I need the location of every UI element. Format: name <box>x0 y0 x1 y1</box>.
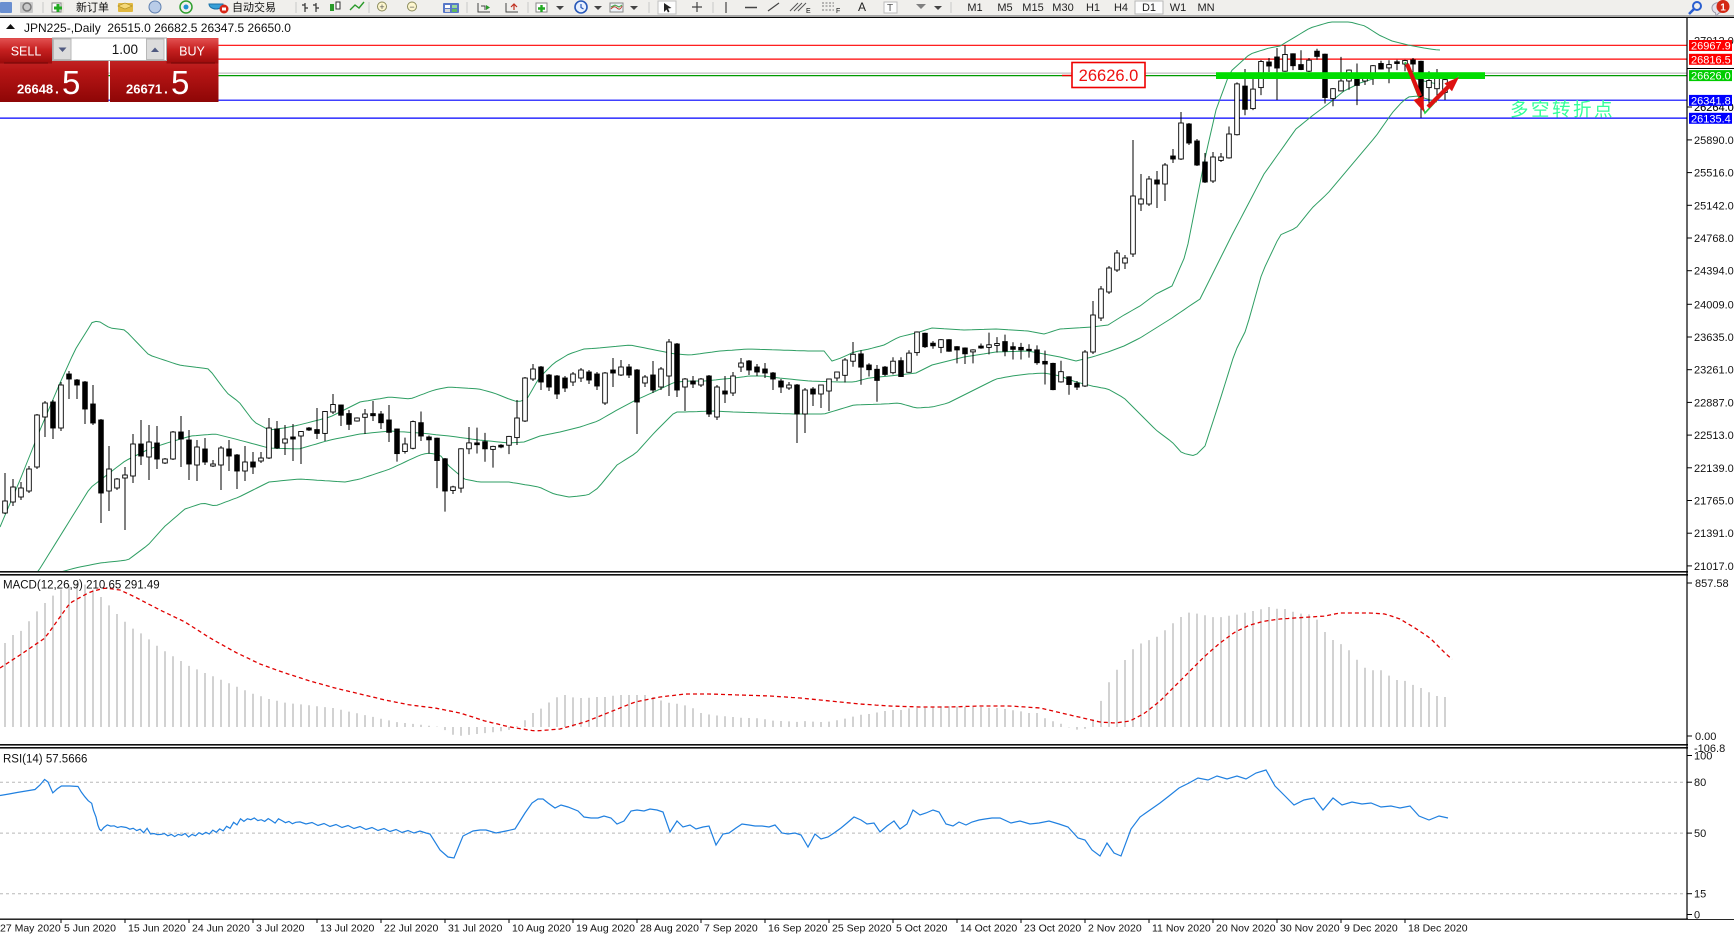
svg-text:22887.0: 22887.0 <box>1694 397 1734 409</box>
svg-text:BUY: BUY <box>179 45 205 59</box>
svg-text:26626.0: 26626.0 <box>1691 71 1731 83</box>
svg-text:28 Aug 2020: 28 Aug 2020 <box>640 923 699 935</box>
svg-text:E: E <box>806 8 811 15</box>
svg-text:23635.0: 23635.0 <box>1694 332 1734 344</box>
svg-text:5 Oct 2020: 5 Oct 2020 <box>896 923 948 935</box>
svg-text:50: 50 <box>1694 828 1706 840</box>
svg-text:857.58: 857.58 <box>1695 578 1729 590</box>
svg-text:9 Dec 2020: 9 Dec 2020 <box>1344 923 1398 935</box>
svg-text:2 Nov 2020: 2 Nov 2020 <box>1088 923 1142 935</box>
svg-text:25516.0: 25516.0 <box>1694 168 1734 180</box>
svg-text:.: . <box>164 81 168 97</box>
svg-text:21017.0: 21017.0 <box>1694 561 1734 573</box>
svg-text:24768.0: 24768.0 <box>1694 233 1734 245</box>
svg-text:14 Oct 2020: 14 Oct 2020 <box>960 923 1017 935</box>
svg-text:0: 0 <box>1694 910 1700 922</box>
svg-text:26341.8: 26341.8 <box>1691 96 1731 108</box>
svg-text:26671: 26671 <box>126 82 162 97</box>
svg-text:T: T <box>887 3 893 14</box>
svg-text:D1: D1 <box>1142 2 1156 14</box>
svg-text:自动交易: 自动交易 <box>232 0 276 14</box>
svg-text:16 Sep 2020: 16 Sep 2020 <box>768 923 828 935</box>
svg-text:25890.0: 25890.0 <box>1694 135 1734 147</box>
svg-text:21391.0: 21391.0 <box>1694 528 1734 540</box>
svg-text:26626.0: 26626.0 <box>1079 67 1139 85</box>
svg-text:H4: H4 <box>1114 2 1128 14</box>
svg-text:22513.0: 22513.0 <box>1694 430 1734 442</box>
svg-text:H1: H1 <box>1086 2 1100 14</box>
svg-text:18 Dec 2020: 18 Dec 2020 <box>1408 923 1468 935</box>
svg-text:24 Jun 2020: 24 Jun 2020 <box>192 923 250 935</box>
svg-text:30 Nov 2020: 30 Nov 2020 <box>1280 923 1340 935</box>
svg-text:26816.5: 26816.5 <box>1691 54 1731 66</box>
svg-text:13 Jul 2020: 13 Jul 2020 <box>320 923 374 935</box>
svg-text:RSI(14) 57.5666: RSI(14) 57.5666 <box>3 754 87 766</box>
svg-text:22 Jul 2020: 22 Jul 2020 <box>384 923 438 935</box>
svg-text:SELL: SELL <box>11 45 42 59</box>
svg-text:20 Nov 2020: 20 Nov 2020 <box>1216 923 1276 935</box>
svg-text:5: 5 <box>171 64 189 101</box>
svg-text:W1: W1 <box>1170 2 1187 14</box>
svg-text:23 Oct 2020: 23 Oct 2020 <box>1024 923 1081 935</box>
svg-text:新订单: 新订单 <box>76 0 109 14</box>
svg-text:多空转折点: 多空转折点 <box>1510 99 1615 120</box>
svg-text:25 Sep 2020: 25 Sep 2020 <box>832 923 892 935</box>
svg-text:25142.0: 25142.0 <box>1694 200 1734 212</box>
svg-text:22139.0: 22139.0 <box>1694 463 1734 475</box>
svg-text:80: 80 <box>1694 777 1706 789</box>
svg-text:100: 100 <box>1694 751 1712 763</box>
svg-text:M15: M15 <box>1022 2 1043 14</box>
svg-text:.: . <box>55 81 59 97</box>
svg-text:MACD(12,26,9) 210.65 291.49: MACD(12,26,9) 210.65 291.49 <box>3 580 160 592</box>
svg-text:MN: MN <box>1197 2 1214 14</box>
svg-text:M30: M30 <box>1052 2 1073 14</box>
svg-text:15 Jun 2020: 15 Jun 2020 <box>128 923 186 935</box>
svg-text:0.00: 0.00 <box>1695 731 1716 743</box>
svg-text:15: 15 <box>1694 889 1706 901</box>
svg-text:27 May 2020: 27 May 2020 <box>0 923 61 935</box>
svg-text:26648: 26648 <box>17 82 53 97</box>
svg-text:F: F <box>836 8 840 15</box>
svg-text:24394.0: 24394.0 <box>1694 266 1734 278</box>
svg-text:JPN225-,Daily 26515.0 26682.5: JPN225-,Daily 26515.0 26682.5 26347.5 26… <box>24 21 291 35</box>
svg-text:7 Sep 2020: 7 Sep 2020 <box>704 923 758 935</box>
svg-text:5: 5 <box>62 64 80 101</box>
svg-text:5 Jun 2020: 5 Jun 2020 <box>64 923 116 935</box>
svg-text:+: + <box>379 2 384 12</box>
svg-text:21765.0: 21765.0 <box>1694 496 1734 508</box>
svg-text:23261.0: 23261.0 <box>1694 365 1734 377</box>
svg-text:11 Nov 2020: 11 Nov 2020 <box>1152 923 1211 935</box>
svg-text:3 Jul 2020: 3 Jul 2020 <box>256 923 305 935</box>
svg-text:−: − <box>409 2 414 12</box>
svg-text:26967.9: 26967.9 <box>1691 41 1731 53</box>
svg-text:-106.8: -106.8 <box>1694 743 1725 755</box>
svg-text:1.00: 1.00 <box>112 42 138 57</box>
svg-text:10 Aug 2020: 10 Aug 2020 <box>512 923 571 935</box>
svg-text:A: A <box>858 0 866 14</box>
svg-text:26135.4: 26135.4 <box>1691 113 1731 125</box>
svg-text:1: 1 <box>1720 3 1726 14</box>
svg-text:19 Aug 2020: 19 Aug 2020 <box>576 923 635 935</box>
svg-text:M5: M5 <box>997 2 1012 14</box>
svg-text:31 Jul 2020: 31 Jul 2020 <box>448 923 502 935</box>
svg-text:24009.0: 24009.0 <box>1694 299 1734 311</box>
svg-text:M1: M1 <box>967 2 982 14</box>
